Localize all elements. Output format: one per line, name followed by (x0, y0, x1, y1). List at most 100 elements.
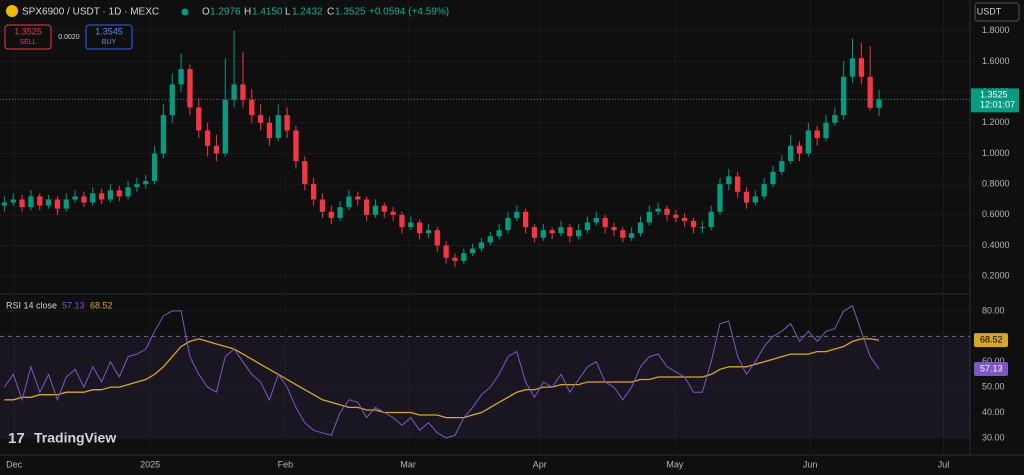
candle-body (708, 211, 714, 228)
ohlc-value: 1.2976 (210, 7, 241, 18)
logo-mark: 17 (8, 430, 25, 447)
rsi-ma-line (4, 338, 880, 419)
candle-body (858, 58, 864, 77)
candle-body (628, 233, 635, 238)
candle-body (284, 115, 290, 131)
ohlc-label: L (285, 7, 291, 18)
x-tick-label: Jun (803, 459, 818, 469)
x-tick-label: 2025 (140, 459, 160, 469)
candle-body (328, 211, 334, 218)
candle-body (416, 222, 423, 234)
candle-body (275, 115, 281, 139)
candle-body (63, 199, 69, 209)
candle-body (549, 230, 555, 234)
candle-body (266, 122, 273, 139)
candle-body (240, 84, 246, 100)
candle-body (178, 69, 184, 85)
candle-body (257, 115, 264, 123)
candle-body (319, 199, 326, 212)
candle-body (814, 130, 820, 139)
rsi-tick-label: 30.00 (982, 432, 1005, 442)
candle-body (788, 145, 794, 162)
candle-body (10, 199, 16, 203)
candle-body (469, 248, 476, 254)
x-tick-label: May (666, 459, 684, 469)
candle-body (408, 222, 414, 228)
candle-body (558, 227, 564, 234)
last-price-label: 1.3525 (980, 90, 1008, 100)
ohlc-label: O (202, 7, 210, 18)
sell-label[interactable]: SELL (19, 39, 36, 46)
rsi-tick-label: 40.00 (982, 407, 1005, 417)
candle-body (496, 230, 502, 237)
rsi-value: 57.13 (62, 300, 85, 310)
y-tick-label: 0.2000 (982, 271, 1010, 281)
grid (0, 0, 970, 455)
candle-body (434, 230, 440, 246)
candle-body (204, 130, 211, 146)
rsi-ma-last-box (974, 333, 1008, 348)
candle-body (611, 227, 617, 231)
candle-body (425, 230, 432, 234)
candle-body (646, 211, 652, 223)
buy-button[interactable]: 1.3545 BUY (85, 24, 133, 50)
x-tick-label: Dec (6, 459, 23, 469)
candle-body (222, 99, 228, 154)
candle-body (399, 214, 405, 228)
candle-body (540, 230, 546, 238)
candle-body (116, 190, 122, 197)
spread: 0.0020 (58, 34, 80, 41)
candle-body (699, 227, 705, 229)
candle-body (293, 130, 299, 162)
y-tick-label: 0.6000 (982, 209, 1010, 219)
candle-body (522, 211, 529, 228)
rsi-name: RSI 14 close (6, 300, 57, 310)
logo: 17 TradingView (8, 430, 116, 447)
candle-body (381, 205, 387, 212)
candle-body (90, 193, 96, 203)
candle-body (620, 230, 626, 238)
candle-body (461, 253, 467, 261)
candle-body (823, 122, 829, 139)
candle-body (505, 217, 511, 231)
marks (0, 30, 970, 439)
currency-label[interactable]: USDT (977, 6, 1002, 16)
x-tick-label: Jul (938, 459, 950, 469)
currency-button[interactable]: USDT (974, 2, 1020, 22)
candle-body (151, 153, 158, 182)
candle-body (81, 196, 87, 203)
currency-box[interactable] (974, 2, 1020, 22)
rsi-line (3, 305, 880, 439)
sell-button[interactable]: 1.3525 SELL (4, 24, 52, 50)
candle-body (735, 176, 741, 192)
candle-body (28, 196, 34, 208)
y-tick-label: 1.6000 (982, 56, 1010, 66)
candle-body (478, 242, 485, 249)
rsi-last-label: 57.13 (980, 363, 1003, 373)
sell-box[interactable] (4, 24, 52, 50)
candle-body (655, 208, 661, 212)
candle-body (832, 115, 838, 123)
candle-body (72, 196, 78, 200)
candle-body (54, 199, 61, 209)
rsi-last-box (974, 362, 1008, 377)
candle-body (452, 257, 458, 261)
buy-label[interactable]: BUY (102, 39, 117, 46)
candle-body (867, 76, 873, 108)
candle-body (752, 196, 758, 203)
candle-body (531, 227, 538, 238)
buy-price[interactable]: 1.3545 (95, 26, 123, 36)
ohlc-label: C (327, 7, 334, 18)
buy-box[interactable] (85, 24, 133, 50)
ohlc-value: 1.3525 (335, 7, 366, 18)
candle-body (302, 161, 308, 185)
rsi-ma-value: 68.52 (90, 300, 113, 310)
candle-body (45, 199, 52, 206)
y-tick-label: 1.8000 (982, 25, 1010, 35)
candle-body (443, 245, 449, 258)
sell-price[interactable]: 1.3525 (14, 26, 42, 36)
candle-body (514, 211, 520, 218)
candle-body (196, 107, 202, 131)
